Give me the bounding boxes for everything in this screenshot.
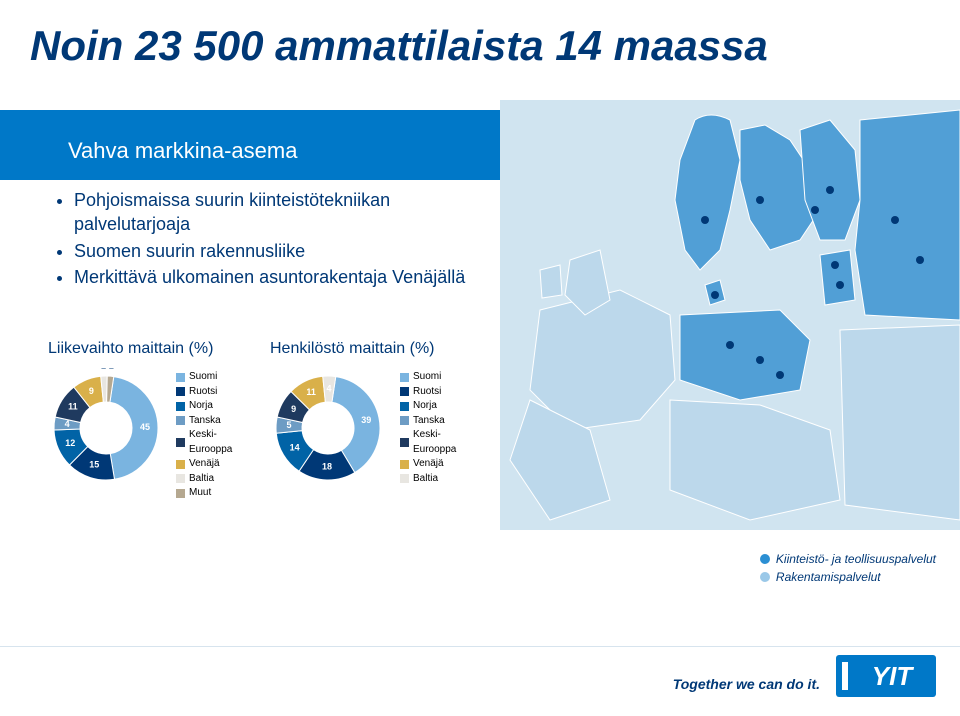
svg-text:12: 12 (65, 438, 75, 448)
svg-text:9: 9 (89, 386, 94, 396)
legend-swatch (400, 438, 409, 447)
legend-item: Norja (176, 399, 232, 414)
map-legend-label: Rakentamispalvelut (776, 568, 881, 586)
legend-swatch (176, 373, 185, 382)
legend-item: Baltia (176, 472, 232, 487)
chart2-title: Henkilöstö maittain (%) (270, 340, 435, 358)
legend-label: Venäjä (413, 457, 444, 472)
legend-swatch (400, 460, 409, 469)
legend-label: Tanska (189, 414, 221, 429)
chart2-donut: 39 18 14 5 9 11 4 (268, 368, 388, 493)
footer: Together we can do it. YIT (0, 646, 960, 716)
logo: YIT (836, 655, 936, 702)
legend-item: Venäjä (176, 457, 232, 472)
map-legend: Kiinteistö- ja teollisuuspalvelut Rakent… (760, 550, 936, 586)
legend-swatch (176, 474, 185, 483)
page-title: Noin 23 500 ammattilaista 14 maassa (30, 22, 768, 70)
svg-text:5: 5 (287, 420, 292, 430)
svg-text:14: 14 (290, 442, 300, 452)
map-legend-dot (760, 572, 770, 582)
legend-item: Suomi (176, 370, 232, 385)
legend-swatch (176, 387, 185, 396)
legend-label: Muut (189, 486, 211, 501)
legend-label: Keski-Eurooppa (189, 428, 232, 457)
svg-text:2: 2 (101, 368, 106, 370)
legend-label: Norja (189, 399, 213, 414)
subtitle-box: Vahva markkina-asema (48, 128, 317, 174)
svg-text:45: 45 (140, 422, 150, 432)
legend-swatch (176, 416, 185, 425)
map-legend-dot (760, 554, 770, 564)
legend-swatch (400, 387, 409, 396)
legend-item: Keski-Eurooppa (176, 428, 232, 457)
legend-item: Ruotsi (176, 385, 232, 400)
legend-swatch (176, 402, 185, 411)
legend-swatch (176, 460, 185, 469)
chart1-donut: 451512411922 (46, 368, 166, 493)
legend-swatch (176, 438, 185, 447)
legend-swatch (400, 416, 409, 425)
legend-swatch (176, 489, 185, 498)
legend-item: Norja (400, 399, 456, 414)
legend-label: Tanska (413, 414, 445, 429)
svg-text:39: 39 (361, 415, 371, 425)
svg-text:11: 11 (306, 387, 316, 397)
legend-item: Venäjä (400, 457, 456, 472)
legend-item: Suomi (400, 370, 456, 385)
legend-label: Ruotsi (189, 385, 217, 400)
footer-slogan: Together we can do it. (673, 676, 820, 692)
map-legend-item: Rakentamispalvelut (760, 568, 936, 586)
svg-text:15: 15 (89, 460, 99, 470)
legend-label: Norja (413, 399, 437, 414)
legend-label: Suomi (189, 370, 217, 385)
legend-label: Baltia (413, 472, 438, 487)
title-bar: Noin 23 500 ammattilaista 14 maassa (0, 0, 960, 110)
legend-item: Keski-Eurooppa (400, 428, 456, 457)
legend-item: Muut (176, 486, 232, 501)
svg-text:2: 2 (109, 368, 114, 371)
legend-label: Venäjä (189, 457, 220, 472)
slide: Noin 23 500 ammattilaista 14 maassa Vahv… (0, 0, 960, 716)
legend-swatch (400, 474, 409, 483)
bullet-item: Pohjoismaissa suurin kiinteistötekniikan… (74, 188, 476, 237)
bullet-list: Pohjoismaissa suurin kiinteistötekniikan… (56, 188, 476, 291)
subtitle-text: Vahva markkina-asema (68, 138, 297, 163)
bullet-item: Suomen suurin rakennusliike (74, 239, 476, 263)
logo-text: YIT (872, 661, 915, 691)
legend-swatch (400, 373, 409, 382)
legend-label: Baltia (189, 472, 214, 487)
legend-item: Baltia (400, 472, 456, 487)
map-legend-label: Kiinteistö- ja teollisuuspalvelut (776, 550, 936, 568)
bullet-item: Merkittävä ulkomainen asuntorakentaja Ve… (74, 265, 476, 289)
legend-label: Ruotsi (413, 385, 441, 400)
legend-item: Tanska (400, 414, 456, 429)
legend-item: Tanska (176, 414, 232, 429)
chart2-legend: SuomiRuotsiNorjaTanskaKeski-EurooppaVenä… (400, 370, 456, 486)
svg-text:18: 18 (322, 461, 332, 471)
legend-item: Ruotsi (400, 385, 456, 400)
legend-label: Suomi (413, 370, 441, 385)
chart1-legend: SuomiRuotsiNorjaTanskaKeski-EurooppaVenä… (176, 370, 232, 501)
svg-text:9: 9 (291, 404, 296, 414)
legend-swatch (400, 402, 409, 411)
chart1-title: Liikevaihto maittain (%) (48, 340, 213, 358)
svg-text:11: 11 (68, 402, 78, 412)
map-legend-item: Kiinteistö- ja teollisuuspalvelut (760, 550, 936, 568)
europe-map (500, 100, 960, 530)
legend-label: Keski-Eurooppa (413, 428, 456, 457)
svg-text:4: 4 (326, 383, 331, 393)
